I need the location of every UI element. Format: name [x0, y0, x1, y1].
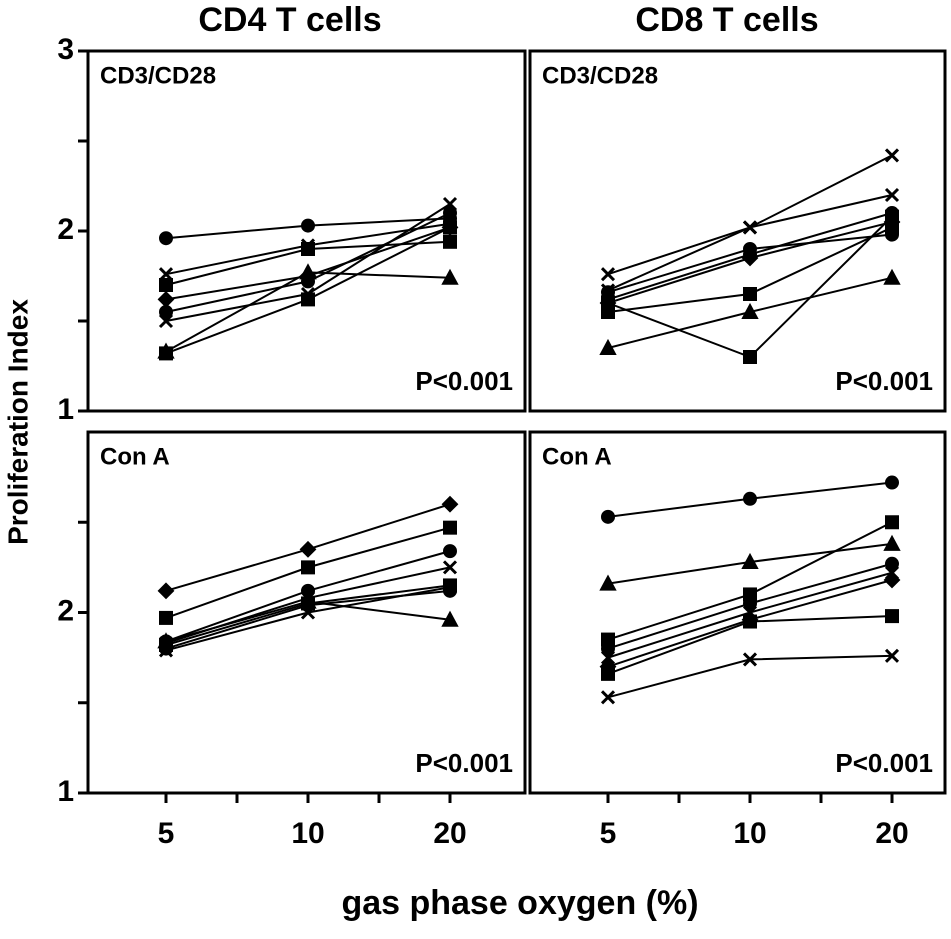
marker [742, 652, 758, 667]
marker [883, 534, 901, 551]
y-tick-label: 2 [57, 213, 74, 246]
marker [601, 666, 615, 681]
marker [601, 509, 615, 524]
marker [741, 552, 759, 569]
panel-label: CD3/CD28 [542, 62, 658, 89]
marker [158, 313, 174, 329]
marker [885, 227, 899, 242]
marker [299, 592, 317, 609]
marker [884, 648, 900, 663]
series-line [607, 654, 893, 699]
marker [885, 209, 899, 224]
marker [157, 342, 175, 359]
marker [742, 220, 758, 235]
marker [300, 605, 316, 620]
marker [301, 292, 315, 307]
marker [442, 580, 458, 595]
marker [157, 632, 175, 649]
x-tick-label: 5 [158, 817, 175, 850]
marker [157, 290, 175, 308]
y-tick-label: 1 [57, 393, 74, 426]
x-tick-label: 10 [291, 817, 324, 850]
annotation: P<0.001 [835, 748, 933, 778]
marker [884, 148, 900, 163]
marker [159, 610, 173, 625]
column-title: CD8 T cells [635, 1, 818, 39]
marker [301, 560, 315, 575]
marker [443, 206, 457, 220]
x-tick-label: 5 [600, 817, 617, 850]
x-axis-label: gas phase oxygen (%) [341, 884, 698, 922]
marker [443, 544, 457, 559]
marker [743, 491, 757, 506]
marker [885, 609, 899, 624]
marker [601, 641, 615, 656]
panel-label: Con A [542, 443, 612, 470]
marker [443, 220, 457, 235]
marker [443, 234, 457, 249]
marker [743, 596, 757, 611]
marker [301, 218, 315, 233]
marker [299, 540, 317, 558]
marker [442, 196, 458, 212]
marker [885, 515, 899, 530]
marker [743, 614, 757, 629]
x-tick-label: 20 [433, 817, 466, 850]
y-tick-label: 3 [57, 33, 74, 66]
y-axis-label: Proliferation Index [2, 299, 33, 545]
marker [441, 610, 459, 627]
marker [600, 650, 616, 665]
marker [443, 520, 457, 535]
marker [885, 556, 899, 571]
column-title: CD4 T cells [198, 1, 381, 39]
marker [441, 495, 459, 513]
marker [159, 278, 173, 292]
panel-frame [528, 430, 947, 795]
marker [157, 582, 175, 600]
marker [600, 267, 616, 282]
annotation: P<0.001 [415, 366, 513, 396]
marker [441, 268, 459, 285]
panel-label: CD3/CD28 [100, 62, 216, 89]
panel-frame [528, 49, 947, 413]
marker [159, 231, 173, 246]
marker [159, 305, 173, 319]
marker [601, 285, 615, 300]
marker [883, 268, 901, 285]
marker [743, 287, 757, 301]
marker [743, 242, 757, 256]
marker [600, 690, 616, 705]
annotation: P<0.001 [415, 748, 513, 778]
annotation: P<0.001 [835, 366, 933, 396]
marker [741, 302, 759, 319]
marker [599, 574, 617, 591]
x-tick-label: 20 [875, 817, 908, 850]
y-tick-label: 1 [57, 775, 74, 808]
marker [299, 263, 317, 280]
marker [442, 560, 458, 575]
panel-label: Con A [100, 443, 170, 470]
marker [743, 350, 757, 364]
y-tick-label: 2 [57, 594, 74, 627]
marker [301, 242, 315, 256]
marker [599, 338, 617, 355]
marker [883, 571, 901, 589]
marker [884, 187, 900, 203]
x-tick-label: 10 [733, 817, 766, 850]
marker [158, 643, 174, 658]
marker [885, 475, 899, 490]
